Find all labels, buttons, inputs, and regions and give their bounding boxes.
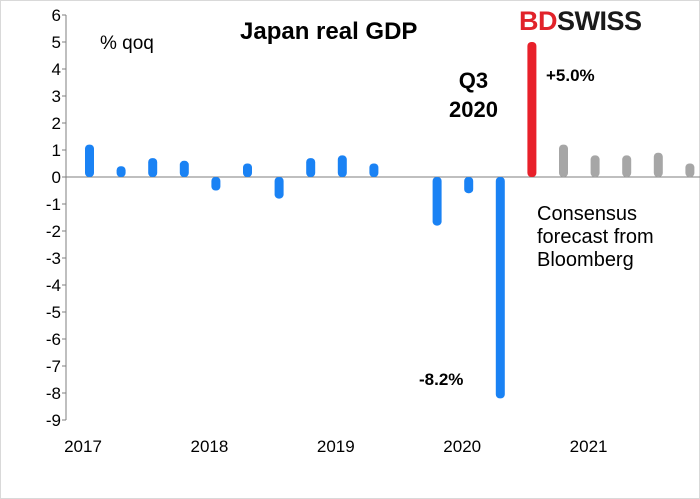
forecast-bar	[622, 155, 632, 177]
consensus-annotation: Consensus forecast from Bloomberg	[537, 203, 654, 272]
forecast-bar	[590, 155, 600, 177]
negative-value-label: -8.2%	[419, 370, 464, 389]
y-tick-label: -5	[46, 303, 61, 322]
actual-bar	[211, 177, 221, 191]
actual-bar	[243, 163, 252, 177]
x-tick-label: 2019	[317, 437, 355, 456]
consensus-line-1: Consensus	[537, 203, 638, 225]
y-tick-label: 3	[52, 87, 61, 106]
actual-bar	[432, 177, 442, 226]
q3-label: Q3	[458, 68, 489, 93]
y-tick-label: 0	[52, 168, 61, 187]
actual-bar	[464, 177, 474, 194]
x-tick-label: 2017	[64, 437, 102, 456]
actual-bar	[179, 160, 189, 177]
highlight-bar	[527, 42, 537, 177]
x-tick-label: 2020	[443, 437, 481, 456]
consensus-line-2: forecast from	[537, 226, 654, 248]
forecast-bar	[685, 163, 695, 177]
forecast-bar	[559, 144, 568, 177]
y-tick-label: -1	[46, 195, 61, 214]
actual-bar	[116, 166, 126, 177]
positive-value-label: +5.0%	[546, 66, 595, 85]
y-tick-label: -2	[46, 222, 61, 241]
consensus-line-3: Bloomberg	[537, 249, 634, 271]
actual-bar	[148, 158, 158, 177]
y-tick-label: -9	[46, 411, 61, 430]
brand-logo: BDSWISS	[519, 6, 642, 37]
brand-logo-part1: BD	[519, 6, 558, 36]
y-tick-label: 6	[52, 6, 61, 25]
year-2020-label: 2020	[449, 97, 498, 122]
actual-bar	[306, 158, 316, 177]
y-tick-label: 4	[52, 60, 61, 79]
forecast-bar	[653, 152, 663, 177]
brand-logo-part2: SWISS	[557, 6, 642, 36]
y-tick-label: -6	[46, 330, 61, 349]
q3-2020-annotation: Q3 2020	[449, 66, 498, 124]
chart-title: Japan real GDP	[240, 18, 418, 45]
y-tick-label: -3	[46, 249, 61, 268]
actual-bar	[337, 155, 347, 177]
actual-bar	[495, 177, 505, 399]
actual-bar	[369, 163, 379, 177]
y-tick-label: -8	[46, 384, 61, 403]
x-tick-label: 2021	[570, 437, 608, 456]
y-tick-label: -7	[46, 357, 61, 376]
y-unit-label: % qoq	[100, 33, 154, 54]
actual-bar	[274, 177, 284, 199]
actual-bar	[85, 144, 94, 177]
y-tick-label: 2	[52, 114, 61, 133]
y-tick-label: -4	[46, 276, 61, 295]
y-tick-label: 5	[52, 33, 61, 52]
x-tick-label: 2018	[190, 437, 228, 456]
y-tick-label: 1	[52, 141, 61, 160]
